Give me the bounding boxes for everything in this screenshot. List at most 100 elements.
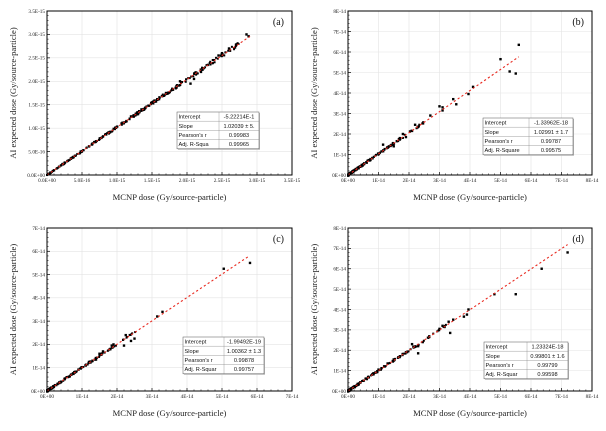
x-tick-label: 3.5E-15 [284,178,301,184]
data-point [78,367,81,370]
data-point [142,108,145,111]
data-point [386,362,389,365]
data-point [362,162,365,165]
data-point [109,131,112,134]
data-point [174,87,177,90]
data-point [438,327,441,331]
data-point [192,77,196,81]
data-point [171,87,174,90]
stat-value: 0.99598 [537,372,557,378]
data-point [156,97,159,100]
data-point [437,329,440,332]
data-point [91,360,94,363]
data-point [75,370,78,373]
y-tick-label: 2.0E-15 [28,79,45,85]
data-point [84,364,87,367]
data-point [361,379,364,382]
y-tick-label: 1E-14 [333,152,346,158]
x-tick-label: 1E-14 [372,394,385,400]
y-tick-label: 2E-14 [333,132,346,138]
data-point [220,55,223,58]
data-point [229,49,232,52]
data-point [540,267,543,270]
data-point [122,344,126,347]
x-tick-label: 3E-14 [433,178,446,184]
y-tick-label: 1E-14 [333,368,346,374]
stat-label: Adj. R-Square [485,148,520,154]
data-point [93,141,96,144]
data-point [178,83,181,86]
data-point [410,129,413,132]
data-point [184,78,187,81]
stat-label: Intercept [179,115,201,121]
data-point [375,153,378,156]
data-point [215,56,218,59]
y-tick-label: 7E-14 [32,226,45,232]
data-point [443,326,446,329]
data-point [103,133,106,136]
data-point [102,135,105,138]
data-point [369,159,372,162]
data-point [101,350,105,353]
data-point [379,151,382,154]
data-point [224,51,227,54]
y-tick-label: 5E-14 [333,70,346,76]
data-point [163,94,166,97]
data-point [196,72,199,75]
data-point [382,150,385,153]
y-tick-label: 8E-14 [333,226,346,232]
data-point [467,308,470,311]
data-point [106,132,109,135]
data-point [86,363,89,366]
data-point [48,172,51,175]
stat-value: 1.02039 ± 5. [223,124,255,130]
data-point [65,376,68,379]
data-point [148,104,151,107]
data-point [89,361,92,364]
data-point [190,75,193,78]
data-point [455,103,458,106]
data-point [247,35,250,38]
y-tick-label: 0.0E+00 [27,173,45,179]
data-point [153,99,156,102]
stat-value: 0.99801 ± 1.6 [530,354,564,360]
data-point [52,386,55,389]
data-point [120,122,123,125]
stat-value: -1.99492E-19 [227,340,261,346]
data-point [403,133,406,136]
data-point [353,169,356,172]
data-point [452,318,455,321]
data-point [100,352,103,355]
y-axis-title: AI expected dose (Gy/source-particle) [8,27,18,159]
data-point [442,326,445,329]
data-point [91,143,94,146]
data-point [399,138,402,141]
data-point [98,352,101,355]
x-tick-label: 2E-14 [111,394,124,400]
data-point [120,123,123,126]
data-point [228,47,231,50]
y-tick-label: 3E-14 [32,319,45,325]
x-tick-label: 0E+00 [341,178,355,184]
x-tick-label: 2.0E-15 [179,178,196,184]
data-point [448,331,452,335]
x-tick-label: 1.5E-15 [144,178,161,184]
x-tick-label: 8E-14 [586,178,599,184]
data-point [416,344,420,348]
data-point [124,121,127,124]
data-point [184,80,187,83]
data-point [438,105,441,108]
data-point [136,113,139,116]
data-point [366,375,369,378]
data-point [381,143,385,146]
x-tick-label: 1E-14 [372,178,385,184]
data-point [365,161,368,164]
data-point [406,350,409,353]
data-point [421,340,424,344]
stat-label: Slope [486,354,500,360]
y-tick-label: 8E-14 [333,9,346,15]
data-point [236,42,239,45]
data-point [105,133,108,136]
y-tick-label: 0E+00 [31,389,45,395]
data-point [111,346,114,349]
